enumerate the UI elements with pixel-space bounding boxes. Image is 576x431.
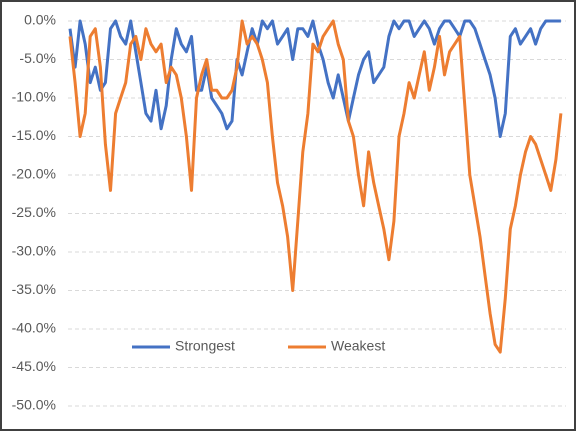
y-tick-label: -10.0% <box>12 89 56 105</box>
line-series <box>68 19 563 354</box>
y-tick-label: -45.0% <box>12 358 56 374</box>
y-tick-label: -40.0% <box>12 320 56 336</box>
y-tick-label: -15.0% <box>12 127 56 143</box>
legend-label: Weakest <box>331 338 385 354</box>
line-series <box>68 19 561 138</box>
y-tick-label: -25.0% <box>12 204 56 220</box>
y-tick-label: -20.0% <box>12 166 56 182</box>
y-tick-label: -30.0% <box>12 243 56 259</box>
y-tick-label: -35.0% <box>12 281 56 297</box>
y-tick-label: -5.0% <box>19 50 56 66</box>
y-tick-label: -50.0% <box>12 397 56 413</box>
y-tick-label: 0.0% <box>24 12 56 28</box>
legend-label: Strongest <box>175 338 235 354</box>
